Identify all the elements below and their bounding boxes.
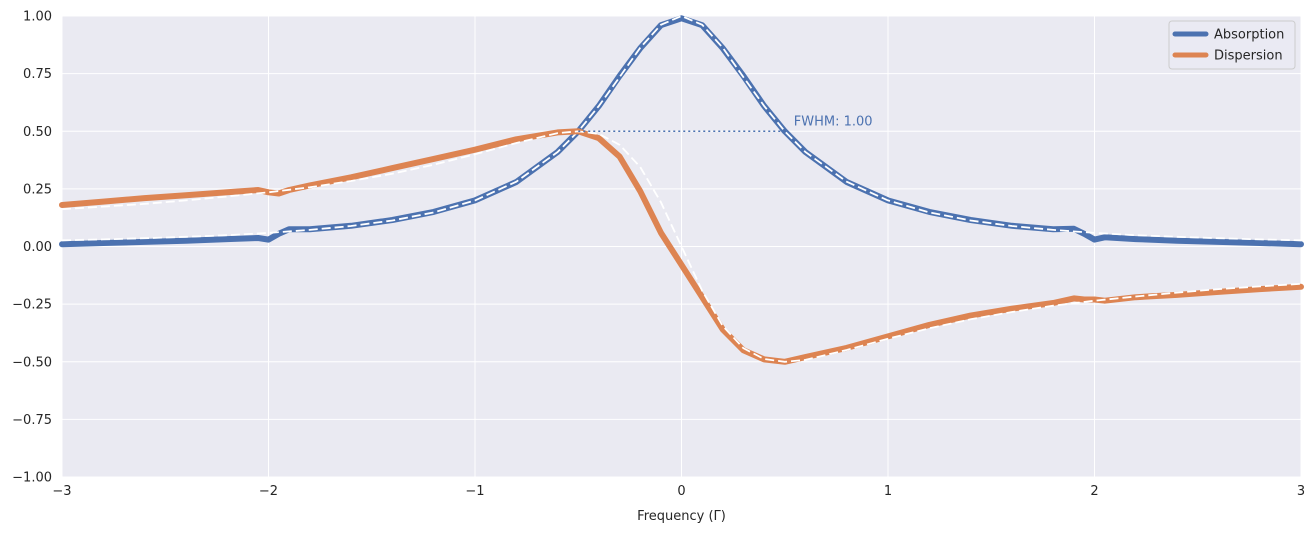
x-tick-label: 1 bbox=[884, 484, 892, 499]
y-tick-label: −0.50 bbox=[12, 355, 52, 370]
y-tick-label: 1.00 bbox=[23, 10, 52, 25]
y-tick-label: −0.25 bbox=[12, 298, 52, 313]
y-tick-label: −0.75 bbox=[12, 413, 52, 428]
legend-label-dispersion: Dispersion bbox=[1214, 49, 1283, 64]
x-tick-label: −3 bbox=[52, 484, 71, 499]
x-tick-label: 3 bbox=[1297, 484, 1305, 499]
x-tick-label: 0 bbox=[677, 484, 685, 499]
y-tick-label: 0.00 bbox=[23, 240, 52, 255]
y-tick-label: −1.00 bbox=[12, 471, 52, 486]
x-axis-ticks: −3 −2 −1 0 1 2 3 bbox=[52, 484, 1305, 499]
x-axis-label: Frequency (Γ) bbox=[637, 509, 726, 524]
x-tick-label: −1 bbox=[465, 484, 484, 499]
fwhm-label: FWHM: 1.00 bbox=[794, 114, 873, 129]
x-tick-label: −2 bbox=[259, 484, 278, 499]
x-tick-label: 2 bbox=[1090, 484, 1098, 499]
y-tick-label: 0.50 bbox=[23, 125, 52, 140]
legend-label-absorption: Absorption bbox=[1214, 28, 1284, 43]
y-axis-ticks: −1.00 −0.75 −0.50 −0.25 0.00 0.25 0.50 0.75 1.00 bbox=[12, 10, 52, 486]
y-tick-label: 0.75 bbox=[23, 67, 52, 82]
y-tick-label: 0.25 bbox=[23, 182, 52, 197]
legend: Absorption Dispersion bbox=[1169, 21, 1295, 69]
